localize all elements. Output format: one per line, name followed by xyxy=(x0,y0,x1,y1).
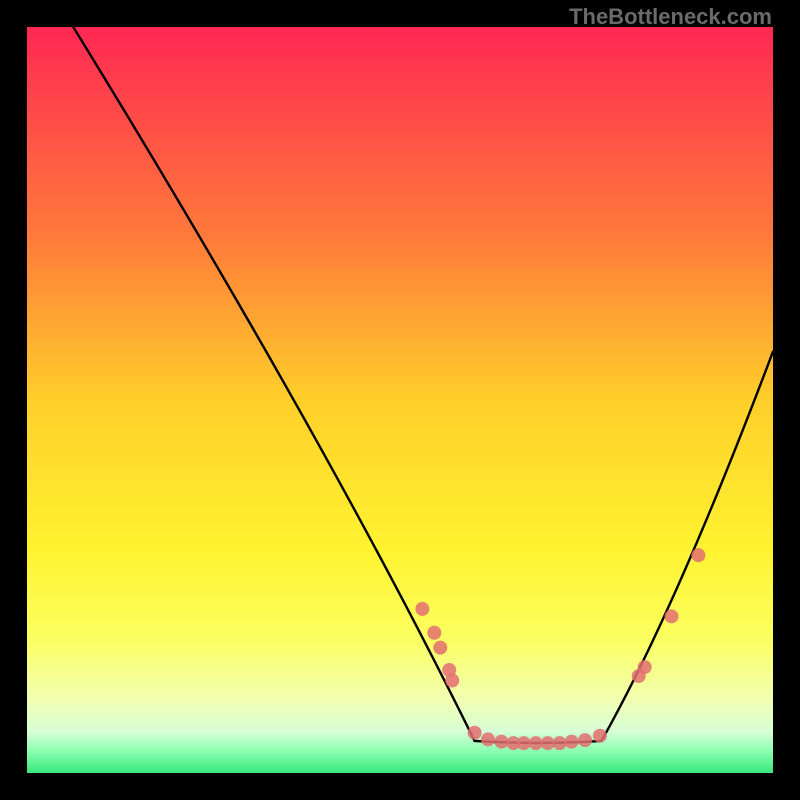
plot-area xyxy=(27,27,773,773)
chart-frame: TheBottleneck.com xyxy=(0,0,800,800)
watermark-text: TheBottleneck.com xyxy=(569,4,772,30)
gradient-background xyxy=(27,27,773,773)
